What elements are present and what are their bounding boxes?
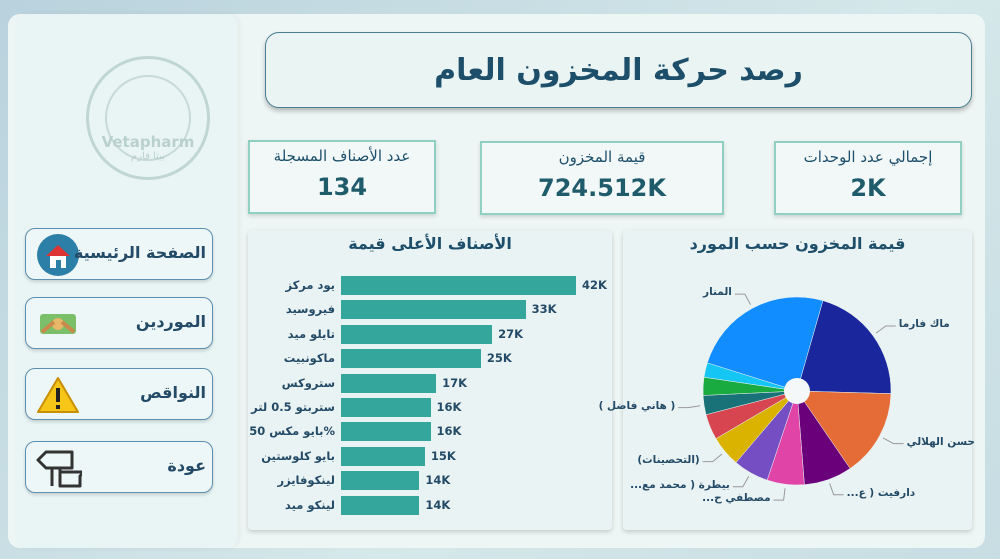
bar-value-label: 27K bbox=[498, 326, 523, 341]
pie-slice-label: ( هاني فاضل ) bbox=[598, 399, 676, 412]
pie-leader-line bbox=[732, 476, 750, 488]
donut-hole bbox=[784, 378, 810, 404]
bar-category-label: لينكو ميد bbox=[284, 497, 335, 512]
bar-category-label: يود مركز bbox=[285, 278, 335, 292]
bar[interactable] bbox=[341, 398, 431, 417]
vetapharm-logo: Vetapharm بيتا فارم bbox=[86, 56, 210, 180]
home-icon bbox=[34, 233, 82, 277]
money-handshake-icon bbox=[34, 302, 82, 346]
bar-value-label: 42K bbox=[582, 278, 607, 292]
bar[interactable] bbox=[341, 324, 493, 344]
bar-category-label: ستربتو 0.5 لتر bbox=[251, 400, 335, 414]
bar[interactable] bbox=[341, 422, 431, 442]
pie-leader-line bbox=[773, 488, 786, 501]
pie-leader-line bbox=[734, 293, 752, 305]
pie-slice-label: (التحصينات) bbox=[637, 453, 700, 466]
pie-leader-line bbox=[702, 453, 723, 463]
bar[interactable] bbox=[341, 471, 420, 491]
bar-value-label: 17K bbox=[442, 375, 468, 390]
bar[interactable] bbox=[341, 349, 481, 369]
pie-slice-label: المنار bbox=[703, 286, 732, 299]
bar-value-label: 16K bbox=[436, 424, 462, 439]
bar-category-label: ماكونبيت bbox=[283, 351, 335, 366]
pie-slice[interactable] bbox=[707, 296, 824, 392]
kpi-total-units: إجمالي عدد الوحدات 2K bbox=[774, 141, 962, 215]
nav-suppliers-button[interactable]: الموردين bbox=[25, 297, 213, 349]
nav-home-button[interactable]: الصفحة الرئيسية bbox=[25, 228, 213, 280]
pie-chart-title: قيمة المخزون حسب المورد bbox=[689, 234, 906, 253]
bar[interactable] bbox=[341, 373, 437, 393]
pie-slice[interactable] bbox=[796, 300, 892, 394]
pie-leader-line bbox=[829, 483, 844, 496]
bar[interactable] bbox=[341, 276, 576, 295]
pie-leader-line bbox=[678, 405, 701, 409]
bar-value-label: 14K bbox=[425, 473, 451, 488]
nav-back-button[interactable]: عودة bbox=[25, 441, 213, 493]
bar-value-label: 33K bbox=[531, 302, 557, 317]
bar-category-label: ستروكس bbox=[281, 375, 335, 390]
pie-leader-line bbox=[882, 437, 904, 445]
kpi-inventory-value: قيمة المخزون 724.512K bbox=[480, 141, 724, 215]
pie-slice-label: ماك فارما bbox=[898, 318, 950, 331]
bar-category-label: %بايو مكس 50 bbox=[249, 424, 335, 439]
bar-value-label: 14K bbox=[425, 497, 451, 512]
pie-slice-label: دارفيت ( ع... bbox=[846, 486, 916, 499]
pie-slice-label: مصطفي ح... bbox=[702, 492, 771, 505]
kpi-registered-items: عدد الأصناف المسجلة 134 bbox=[248, 140, 436, 214]
bar[interactable] bbox=[341, 495, 420, 515]
pie-slice-label: بيطرة ( محمد مع... bbox=[630, 478, 730, 491]
top-items-bar-chart: الأصناف الأعلى قيمة يود مركز 42K فيروسيد 33… bbox=[248, 230, 612, 530]
bar-chart-title: الأصناف الأعلى قيمة bbox=[348, 234, 512, 253]
bar-value-label: 15K bbox=[430, 448, 456, 463]
pie-slice[interactable] bbox=[796, 390, 892, 469]
pie-slice-label: حسن الهلالي bbox=[906, 435, 975, 448]
bar[interactable] bbox=[341, 300, 526, 320]
bar-category-label: تايلو ميد bbox=[287, 326, 335, 341]
pie-leader-line bbox=[875, 325, 896, 334]
bar[interactable] bbox=[341, 446, 425, 466]
supplier-pie-chart: قيمة المخزون حسب المورد ماك فارما حسن اله… bbox=[599, 230, 975, 530]
warning-icon bbox=[34, 373, 82, 417]
bar-category-label: لينكوفايزر bbox=[277, 473, 335, 488]
page-title: رصد حركة المخزون العام bbox=[265, 32, 972, 108]
signpost-back-icon bbox=[34, 446, 82, 490]
nav-shortages-button[interactable]: النواقص bbox=[25, 368, 213, 420]
bar-category-label: بايو كلوستين bbox=[261, 448, 335, 463]
bar-value-label: 16K bbox=[436, 400, 462, 414]
bar-value-label: 25K bbox=[486, 351, 512, 366]
bar-category-label: فيروسيد bbox=[285, 302, 335, 317]
